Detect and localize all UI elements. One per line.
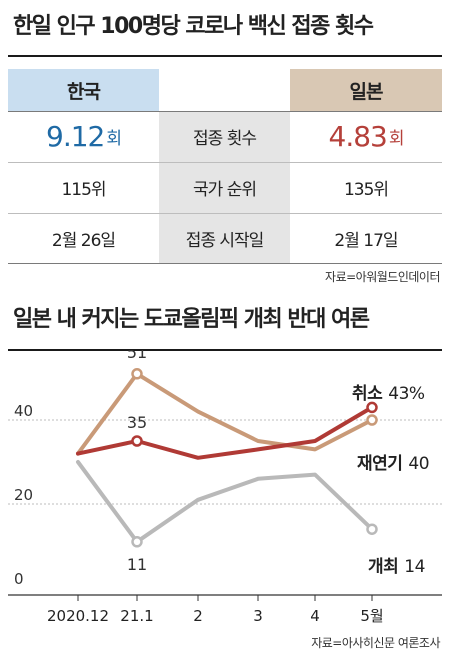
data-point-marker bbox=[366, 414, 378, 426]
series-end-value: 40 bbox=[408, 454, 429, 474]
x-tick-label: 2020.12 bbox=[47, 607, 109, 625]
table-bottom-rule bbox=[8, 263, 442, 264]
point-label: 35 bbox=[127, 413, 147, 432]
title-rule bbox=[8, 349, 442, 351]
chart-source: 자료=아사히신문 여론조사 bbox=[311, 636, 440, 650]
row-divider bbox=[8, 162, 442, 163]
table-source: 자료=아워월드인데이터 bbox=[325, 270, 440, 284]
series-end-value: 43% bbox=[388, 384, 425, 404]
header-divider bbox=[8, 111, 442, 112]
x-tick-label: 4 bbox=[310, 607, 320, 625]
x-tick-label: 5월 bbox=[360, 607, 383, 625]
japan-doses-value: 4.83 bbox=[328, 120, 388, 153]
series-end-label: 취소 43% bbox=[352, 383, 425, 404]
series-line-재연기 bbox=[76, 371, 374, 456]
row-label-rank: 국가 순위 bbox=[193, 180, 257, 200]
data-point-marker bbox=[366, 401, 378, 414]
korea-header: 한국 bbox=[8, 69, 159, 111]
series-name: 재연기 bbox=[357, 454, 402, 474]
japan-doses-unit: 회 bbox=[388, 129, 405, 149]
series-line-개최 bbox=[76, 460, 374, 544]
japan-header: 일본 bbox=[290, 69, 442, 111]
japan-start-date: 2월 17일 bbox=[334, 230, 398, 251]
japan-doses-cell: 4.83 회 bbox=[290, 111, 442, 162]
label-column-bg bbox=[159, 111, 290, 264]
data-point-marker bbox=[131, 435, 143, 447]
korea-rank: 115위 bbox=[61, 180, 106, 200]
y-tick-label: 0 bbox=[14, 570, 24, 588]
poll-line-chart: 0 20 40 2020.12 21.1 2 3 4 5월 51 35 11 취소 43% 재연기 40 개최 1… bbox=[8, 350, 442, 625]
series-end-value: 14 bbox=[404, 557, 425, 577]
series-name: 취소 bbox=[352, 383, 383, 404]
vaccine-title: 한일 인구 100명당 코로나 백신 접종 횟수 bbox=[13, 14, 374, 39]
point-label: 11 bbox=[127, 555, 147, 574]
row-label-start-date: 접종 시작일 bbox=[185, 230, 265, 251]
row-divider bbox=[8, 213, 442, 214]
title-rule bbox=[8, 55, 442, 57]
korea-doses-cell: 9.12 회 bbox=[8, 111, 159, 162]
korea-start-date: 2월 26일 bbox=[51, 230, 116, 251]
point-label: 51 bbox=[127, 350, 147, 362]
korea-doses-unit: 회 bbox=[106, 129, 122, 149]
data-point-marker bbox=[131, 536, 143, 548]
x-tick-label: 2 bbox=[193, 607, 203, 625]
series-end-label: 재연기 40 bbox=[357, 454, 429, 474]
series-name: 개최 bbox=[368, 557, 398, 577]
data-point-marker bbox=[366, 523, 378, 535]
data-point-marker bbox=[131, 368, 143, 380]
japan-rank: 135위 bbox=[343, 180, 389, 200]
row-label-doses: 접종 횟수 bbox=[193, 129, 257, 149]
korea-doses-value: 9.12 bbox=[46, 120, 105, 153]
poll-title: 일본 내 커지는 도쿄올림픽 개최 반대 여론 bbox=[13, 307, 370, 332]
x-tick-label: 3 bbox=[253, 607, 263, 625]
y-tick-label: 20 bbox=[14, 486, 33, 504]
series-end-label: 개최 14 bbox=[368, 557, 425, 577]
vaccine-table: 한국 일본 9.12 회 접종 횟수 4.83 회 115위 국가 순위 135위 … bbox=[8, 69, 442, 264]
y-tick-label: 40 bbox=[14, 402, 33, 420]
x-tick-label: 21.1 bbox=[120, 607, 153, 625]
series-line-취소 bbox=[76, 405, 374, 460]
